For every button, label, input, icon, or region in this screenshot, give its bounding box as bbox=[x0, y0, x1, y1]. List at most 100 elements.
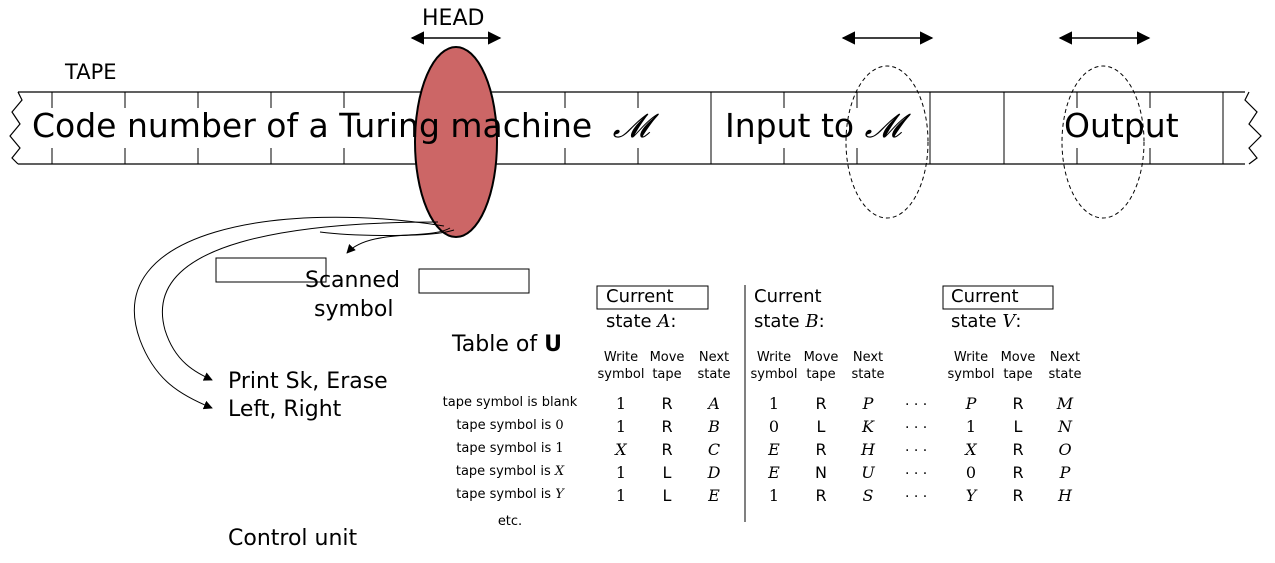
head-ellipse bbox=[414, 46, 498, 238]
table-cell: 1 bbox=[768, 394, 780, 413]
state-name: B bbox=[805, 311, 819, 332]
row-label-text: etc. bbox=[497, 514, 523, 529]
table-cell: M bbox=[1056, 394, 1074, 413]
state-label: state A: bbox=[606, 313, 676, 331]
tape-text-input-words: Input to bbox=[725, 106, 855, 145]
table-cell: P bbox=[1059, 463, 1071, 482]
table-cell: B bbox=[708, 417, 720, 436]
column-header-write: symbol bbox=[597, 367, 645, 382]
row-label-text: tape symbol is bbox=[456, 441, 552, 456]
head-to-scanned-curve bbox=[346, 227, 451, 254]
scanned-label-1: Scanned bbox=[305, 268, 400, 293]
row-label-text: tape symbol is bbox=[455, 464, 551, 479]
current-box-V bbox=[942, 285, 1054, 310]
ellipsis: · · · bbox=[905, 420, 928, 436]
control-box-right bbox=[418, 268, 530, 294]
row-label-symbol: 0 bbox=[551, 418, 564, 433]
left-right-label: Left, Right bbox=[228, 397, 342, 422]
table-cell: N bbox=[1058, 417, 1072, 436]
column-header-next: Next bbox=[852, 350, 884, 365]
column-header-move: Move bbox=[1000, 350, 1036, 365]
table-cell: R bbox=[1012, 440, 1024, 459]
ellipsis: · · · bbox=[905, 397, 928, 413]
table-cell: L bbox=[1013, 417, 1023, 436]
state-prefix: state bbox=[754, 311, 806, 332]
table-title: Table of U bbox=[452, 334, 562, 356]
table-cell: L bbox=[816, 417, 826, 436]
table-cell: K bbox=[862, 417, 874, 436]
table-cell: N bbox=[815, 463, 827, 482]
print-erase-label: Print Sk, Erase bbox=[228, 369, 388, 394]
current-label: Current bbox=[951, 286, 1019, 307]
row-label: etc. bbox=[430, 515, 590, 528]
table-cell: L bbox=[662, 486, 672, 505]
state-suffix: : bbox=[1015, 311, 1022, 332]
table-cell: O bbox=[1058, 440, 1072, 459]
table-cell: 1 bbox=[615, 486, 627, 505]
state-name: V bbox=[1002, 311, 1016, 332]
state-label: state B: bbox=[754, 313, 825, 331]
table-cell: 1 bbox=[965, 417, 977, 436]
head-to-move-curve bbox=[133, 216, 445, 410]
table-cell: 1 bbox=[615, 394, 627, 413]
table-cell: U bbox=[861, 463, 875, 482]
column-header-next: state bbox=[851, 367, 885, 382]
row-label-symbol: Y bbox=[551, 487, 564, 502]
column-header-move: tape bbox=[806, 367, 836, 382]
column-header-write: Write bbox=[756, 350, 792, 365]
table-title-text: Table of bbox=[452, 332, 538, 357]
table-cell: 0 bbox=[768, 417, 780, 436]
row-label: tape symbol is Y bbox=[430, 488, 590, 501]
column-header-write: Write bbox=[953, 350, 989, 365]
column-header-write: symbol bbox=[947, 367, 995, 382]
column-header-move: Move bbox=[803, 350, 839, 365]
state-label: state V: bbox=[951, 313, 1021, 331]
tape-text-code: Code number of a Turing machine 𝓜 bbox=[32, 109, 650, 142]
table-cell: X bbox=[965, 440, 977, 459]
column-header-write: Write bbox=[603, 350, 639, 365]
table-cell: R bbox=[815, 486, 827, 505]
table-cell: X bbox=[615, 440, 627, 459]
table-cell: H bbox=[861, 440, 875, 459]
table-cell: E bbox=[768, 440, 780, 459]
row-label: tape symbol is 1 bbox=[430, 442, 590, 455]
table-cell: 1 bbox=[768, 486, 780, 505]
table-cell: E bbox=[708, 486, 720, 505]
tape-text-output: Output bbox=[1064, 106, 1179, 145]
state-name: A bbox=[657, 311, 671, 332]
state-suffix: : bbox=[670, 311, 677, 332]
column-header-write: symbol bbox=[750, 367, 798, 382]
table-cell: H bbox=[1058, 486, 1072, 505]
table-cell: R bbox=[815, 394, 827, 413]
row-label-text: tape symbol is bbox=[456, 487, 552, 502]
tape-right-tear bbox=[1244, 91, 1262, 165]
head-to-print-curve bbox=[162, 221, 439, 381]
state-prefix: state bbox=[606, 311, 658, 332]
table-cell: L bbox=[662, 463, 672, 482]
control-box-left bbox=[215, 257, 327, 283]
table-cell: R bbox=[815, 440, 827, 459]
table-cell: C bbox=[707, 440, 721, 459]
table-cell: R bbox=[661, 394, 673, 413]
table-cell: P bbox=[862, 394, 874, 413]
column-header-move: tape bbox=[652, 367, 682, 382]
state-suffix: : bbox=[818, 311, 825, 332]
table-cell: E bbox=[768, 463, 780, 482]
table-cell: A bbox=[708, 394, 720, 413]
tape-text-input: Input to 𝓜 bbox=[725, 109, 902, 142]
row-label-text: tape symbol is blank bbox=[442, 395, 578, 410]
row-label: tape symbol is 0 bbox=[430, 419, 590, 432]
scanned-label-2: symbol bbox=[314, 297, 394, 322]
column-header-move: tape bbox=[1003, 367, 1033, 382]
table-cell: R bbox=[1012, 394, 1024, 413]
column-header-next: state bbox=[1048, 367, 1082, 382]
current-label: Current bbox=[754, 286, 822, 307]
input-head-dashed bbox=[845, 65, 929, 219]
table-cell: Y bbox=[965, 486, 977, 505]
current-box-A bbox=[596, 285, 709, 310]
table-cell: 0 bbox=[965, 463, 977, 482]
tape-left-tear bbox=[9, 91, 23, 165]
tape-label: TAPE bbox=[65, 60, 117, 84]
row-label: tape symbol is blank bbox=[430, 396, 590, 409]
